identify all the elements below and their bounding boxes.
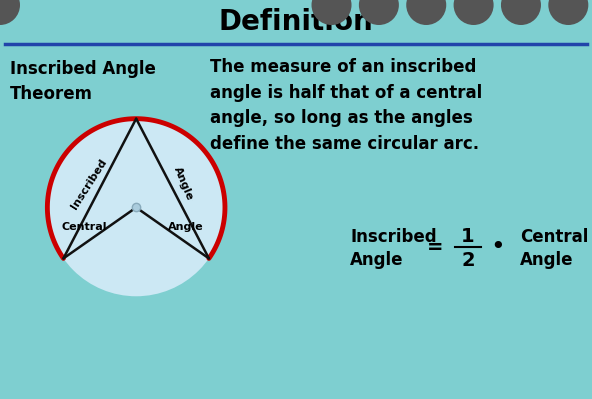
Circle shape — [406, 0, 446, 25]
Text: Inscribed: Inscribed — [350, 228, 437, 246]
Text: Inscribed Angle
Theorem: Inscribed Angle Theorem — [10, 60, 156, 103]
Text: 1: 1 — [461, 227, 475, 245]
Text: Angle: Angle — [168, 222, 204, 232]
Circle shape — [0, 0, 20, 25]
Text: The measure of an inscribed
angle is half that of a central
angle, so long as th: The measure of an inscribed angle is hal… — [210, 58, 482, 153]
Text: Angle: Angle — [520, 251, 574, 269]
Circle shape — [501, 0, 541, 25]
Circle shape — [311, 0, 352, 25]
Text: Inscribed: Inscribed — [69, 157, 109, 211]
Circle shape — [359, 0, 399, 25]
Text: Central: Central — [520, 228, 588, 246]
Text: Angle: Angle — [350, 251, 404, 269]
Text: Definition: Definition — [218, 8, 374, 36]
Circle shape — [453, 0, 494, 25]
Circle shape — [47, 119, 225, 296]
Text: =: = — [427, 239, 443, 257]
Text: Angle: Angle — [172, 165, 195, 201]
Text: •: • — [491, 235, 506, 259]
Text: Central: Central — [62, 222, 107, 232]
Circle shape — [548, 0, 588, 25]
Text: 2: 2 — [461, 251, 475, 271]
